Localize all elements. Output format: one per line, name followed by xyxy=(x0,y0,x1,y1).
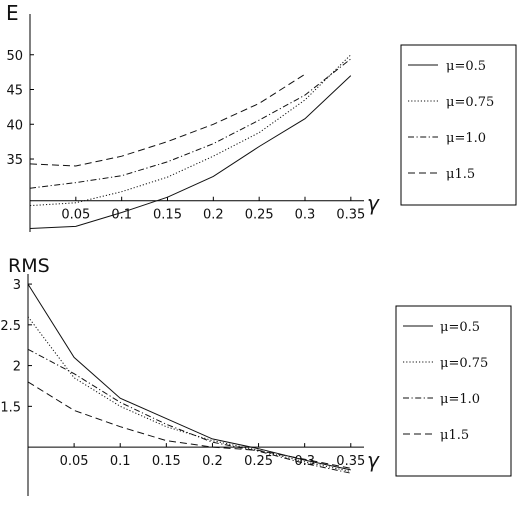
rms-chart-svg: 0.05 0.1 0.15 0.2 0.25 0.3 0.351.522.53RMSγμ=0… xyxy=(0,255,512,496)
rms-x-tick-label: 0.2 xyxy=(202,454,223,469)
energy-legend-label: μ=0.5 xyxy=(446,59,486,74)
rms-series-1-line xyxy=(27,283,351,471)
rms-x-tick-label: 0.1 xyxy=(110,454,131,469)
energy-series-3-line xyxy=(29,58,352,189)
rms-y-tick-label: 2 xyxy=(13,360,21,375)
energy-x-tick-label: 0.1 xyxy=(111,208,132,223)
energy-x-tick-label: 0.15 xyxy=(153,208,182,223)
energy-legend-label: μ=0.75 xyxy=(446,95,494,110)
energy-x-tick-label: 0.2 xyxy=(203,208,224,223)
energy-series-2-line xyxy=(29,54,352,207)
energy-legend xyxy=(400,44,517,206)
rms-x-tick-label: 0.05 xyxy=(60,454,89,469)
energy-y-tick-label: 40 xyxy=(6,118,23,133)
energy-x-tick-label: 0.35 xyxy=(336,208,365,223)
rms-series-2-line xyxy=(27,316,351,472)
rms-legend-label: μ=0.75 xyxy=(440,356,488,371)
rms-legend-label: μ1.5 xyxy=(440,428,469,443)
rms-legend xyxy=(395,305,512,477)
energy-legend-label: μ1.5 xyxy=(446,167,475,182)
rms-y-axis-title: RMS xyxy=(8,255,50,277)
energy-chart-svg: 0.05 0.1 0.15 0.2 0.25 0.3 0.35 35 40 45 50 Eγ μ=0.5… xyxy=(6,1,517,232)
rms-x-tick-label: 0.15 xyxy=(152,454,181,469)
energy-y-tick-label: 35 xyxy=(6,153,23,168)
rms-x-axis-title: γ xyxy=(367,448,380,472)
rms-x-tick-label: 0.25 xyxy=(244,454,273,469)
rms-legend-label: μ=0.5 xyxy=(440,320,480,335)
rms-y-tick-label: 3 xyxy=(13,278,21,293)
energy-series-1-line xyxy=(29,75,352,229)
energy-y-tick-label: 50 xyxy=(6,49,23,64)
energy-x-tick-label: 0.3 xyxy=(295,208,316,223)
energy-y-axis-title: E xyxy=(6,1,19,25)
energy-series-4-line xyxy=(29,73,306,167)
rms-chart-panel: 0.05 0.1 0.15 0.2 0.25 0.3 0.35 1.5 2 2.5 3 RMS γ μ=0… xyxy=(0,242,521,513)
rms-y-tick-label: 1.5 xyxy=(0,400,21,415)
energy-x-tick-label: 0.05 xyxy=(61,208,90,223)
energy-legend-label: μ=1.0 xyxy=(446,131,486,146)
rms-y-tick-label: 2.5 xyxy=(0,319,21,334)
rms-series-3-line xyxy=(27,348,351,474)
rms-x-tick-label: 0.35 xyxy=(336,454,365,469)
energy-x-tick-label: 0.25 xyxy=(245,208,274,223)
rms-legend-label: μ=1.0 xyxy=(440,392,480,407)
energy-x-axis-title: γ xyxy=(367,191,380,215)
energy-y-tick-label: 45 xyxy=(6,84,23,99)
